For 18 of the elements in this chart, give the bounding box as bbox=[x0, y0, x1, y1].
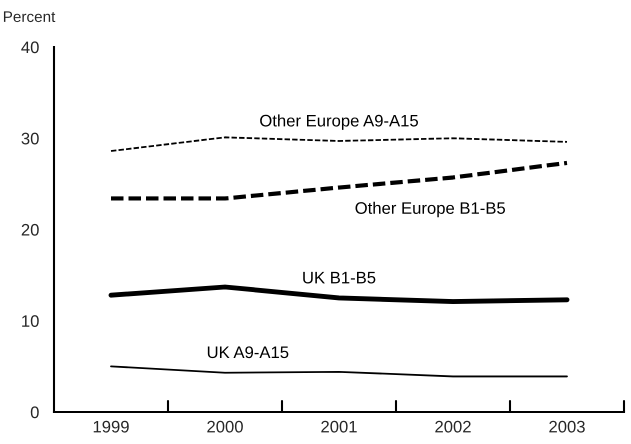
y-tick-label: 20 bbox=[22, 224, 39, 236]
x-tick-label: 1999 bbox=[94, 420, 129, 433]
x-tick-label: 2001 bbox=[321, 420, 357, 433]
line-series bbox=[110, 136, 568, 152]
x-tick-label: 2003 bbox=[549, 420, 585, 433]
x-tick-label: 2002 bbox=[435, 420, 471, 433]
y-tick-label: 10 bbox=[22, 315, 39, 327]
series-label: Other Europe B1-B5 bbox=[355, 202, 506, 218]
y-tick-label: 30 bbox=[22, 132, 39, 144]
y-tick-label: 40 bbox=[21, 41, 39, 54]
x-tick-label: 2000 bbox=[207, 420, 243, 433]
line-series bbox=[110, 365, 568, 378]
y-axis-title: Percent bbox=[4, 11, 56, 22]
y-tick-label: 0 bbox=[30, 406, 39, 418]
series-label: UK A9-A15 bbox=[208, 346, 288, 358]
series-label: UK B1-B5 bbox=[303, 272, 376, 284]
line-series bbox=[108, 284, 570, 304]
series-label: Other Europe A9-A15 bbox=[260, 114, 418, 130]
